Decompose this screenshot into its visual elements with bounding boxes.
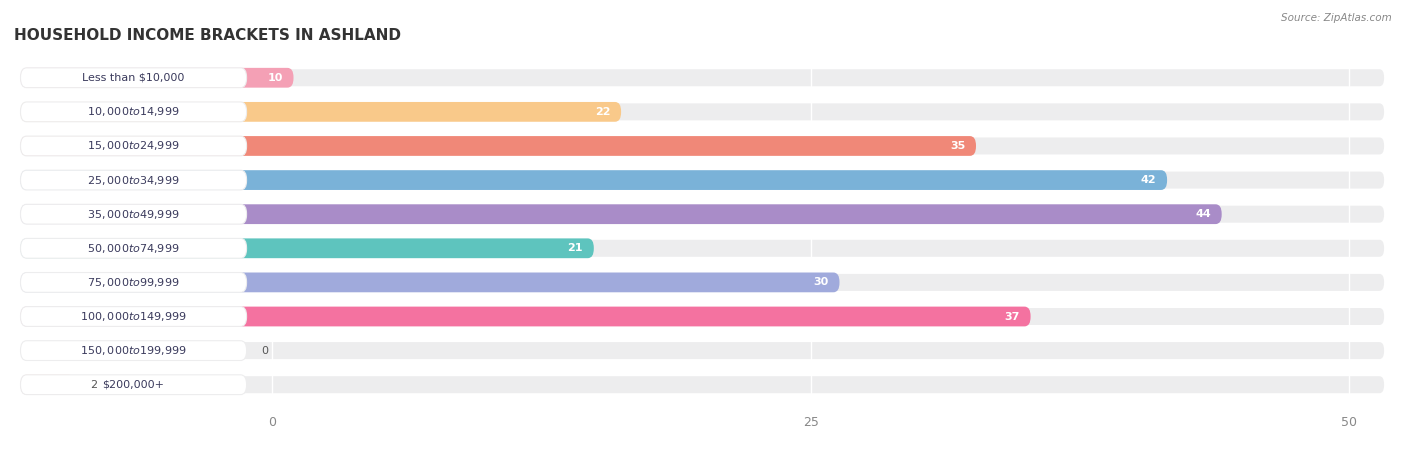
- FancyBboxPatch shape: [21, 204, 246, 224]
- FancyBboxPatch shape: [21, 273, 839, 292]
- Text: 42: 42: [1140, 175, 1156, 185]
- FancyBboxPatch shape: [21, 307, 1031, 326]
- Text: 10: 10: [267, 73, 283, 83]
- FancyBboxPatch shape: [21, 102, 621, 122]
- FancyBboxPatch shape: [21, 375, 246, 395]
- Text: $15,000 to $24,999: $15,000 to $24,999: [87, 140, 180, 153]
- FancyBboxPatch shape: [21, 375, 1385, 395]
- Text: 21: 21: [568, 243, 583, 253]
- Text: 44: 44: [1195, 209, 1211, 219]
- Text: $100,000 to $149,999: $100,000 to $149,999: [80, 310, 187, 323]
- Text: HOUSEHOLD INCOME BRACKETS IN ASHLAND: HOUSEHOLD INCOME BRACKETS IN ASHLAND: [14, 28, 401, 43]
- FancyBboxPatch shape: [21, 68, 1385, 88]
- FancyBboxPatch shape: [21, 136, 1385, 156]
- Text: 37: 37: [1004, 312, 1019, 321]
- Text: 30: 30: [814, 277, 828, 287]
- FancyBboxPatch shape: [21, 68, 294, 88]
- Text: 0: 0: [262, 346, 269, 356]
- FancyBboxPatch shape: [21, 273, 246, 292]
- Text: 22: 22: [595, 107, 610, 117]
- FancyBboxPatch shape: [21, 204, 1385, 224]
- Text: 35: 35: [950, 141, 966, 151]
- FancyBboxPatch shape: [21, 273, 1385, 292]
- FancyBboxPatch shape: [21, 307, 246, 326]
- Text: $200,000+: $200,000+: [103, 380, 165, 390]
- FancyBboxPatch shape: [21, 238, 593, 258]
- FancyBboxPatch shape: [21, 170, 1167, 190]
- Text: $25,000 to $34,999: $25,000 to $34,999: [87, 174, 180, 187]
- FancyBboxPatch shape: [21, 102, 1385, 122]
- FancyBboxPatch shape: [21, 102, 246, 122]
- FancyBboxPatch shape: [21, 68, 246, 88]
- Text: $150,000 to $199,999: $150,000 to $199,999: [80, 344, 187, 357]
- FancyBboxPatch shape: [21, 204, 1222, 224]
- FancyBboxPatch shape: [21, 341, 1385, 361]
- FancyBboxPatch shape: [21, 170, 246, 190]
- FancyBboxPatch shape: [21, 238, 246, 258]
- FancyBboxPatch shape: [21, 341, 246, 361]
- FancyBboxPatch shape: [21, 136, 976, 156]
- Text: $50,000 to $74,999: $50,000 to $74,999: [87, 242, 180, 255]
- Text: Source: ZipAtlas.com: Source: ZipAtlas.com: [1281, 13, 1392, 23]
- FancyBboxPatch shape: [21, 238, 1385, 258]
- Text: $35,000 to $49,999: $35,000 to $49,999: [87, 208, 180, 220]
- FancyBboxPatch shape: [21, 375, 75, 395]
- FancyBboxPatch shape: [21, 170, 1385, 190]
- Text: 2: 2: [90, 380, 97, 390]
- Text: $75,000 to $99,999: $75,000 to $99,999: [87, 276, 180, 289]
- Text: $10,000 to $14,999: $10,000 to $14,999: [87, 106, 180, 119]
- Text: Less than $10,000: Less than $10,000: [83, 73, 184, 83]
- FancyBboxPatch shape: [21, 307, 1385, 326]
- FancyBboxPatch shape: [21, 136, 246, 156]
